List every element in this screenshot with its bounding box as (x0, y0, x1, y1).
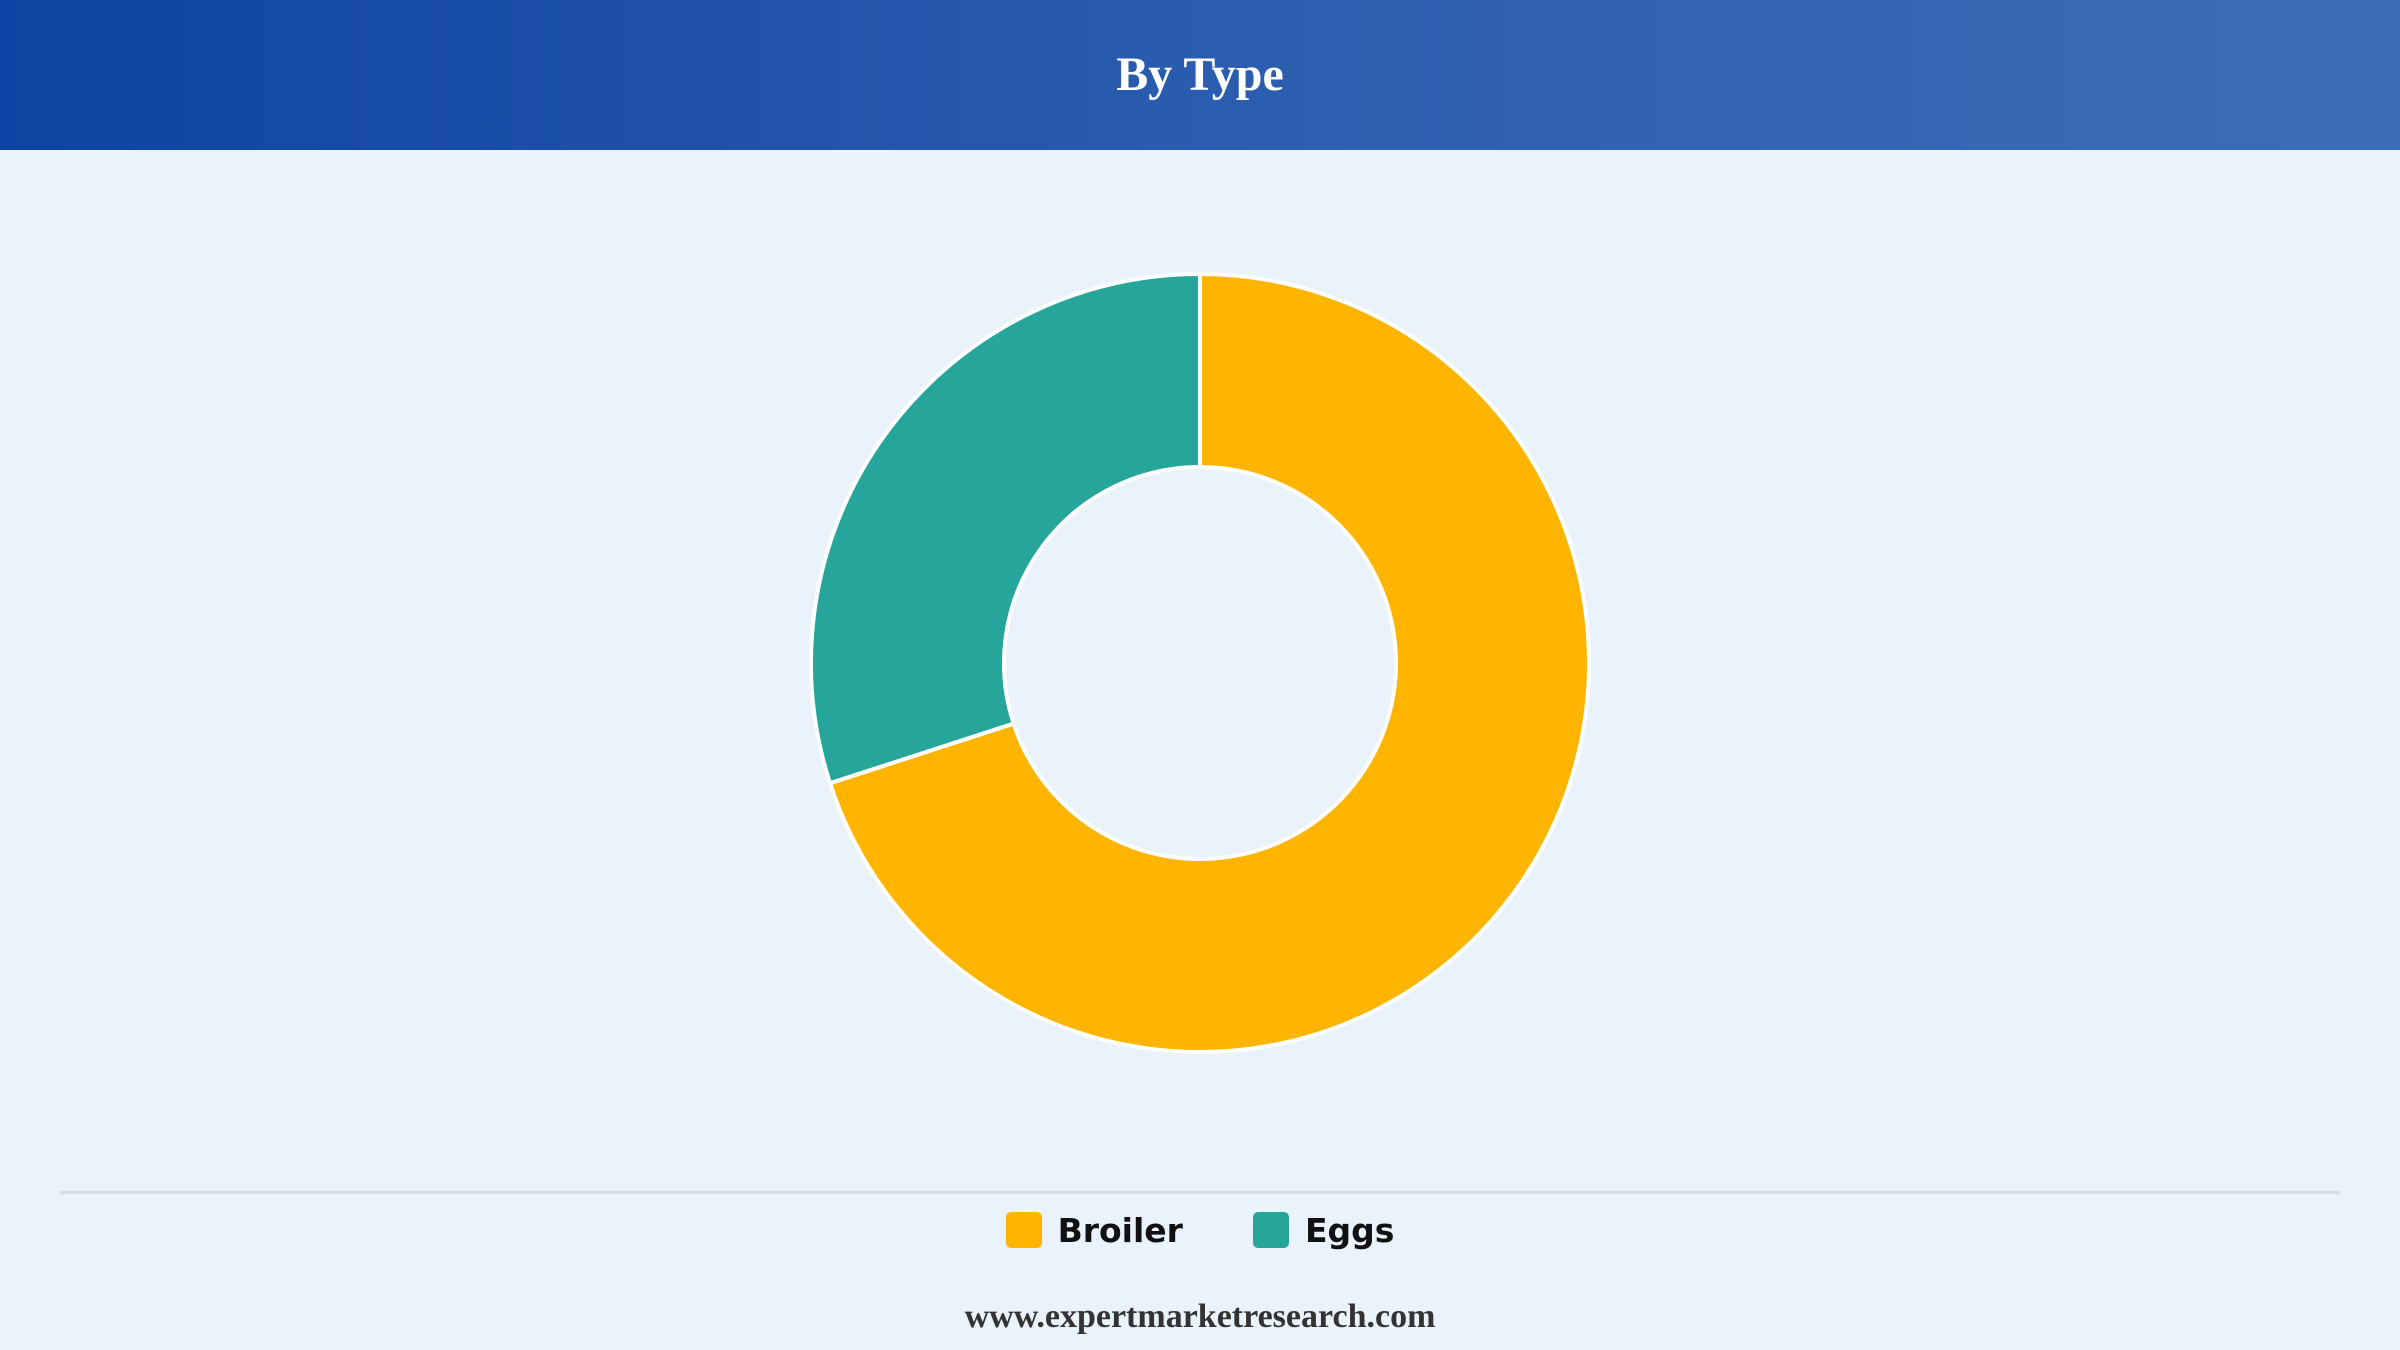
donut-chart (809, 272, 1591, 1054)
legend-label-broiler: Broiler (1057, 1210, 1183, 1250)
legend: Broiler Eggs (0, 1208, 2400, 1252)
chart-title: By Type (1116, 48, 1284, 101)
legend-swatch-broiler (1005, 1212, 1042, 1248)
legend-swatch-eggs (1252, 1212, 1289, 1248)
slice-eggs[interactable] (809, 272, 1202, 786)
legend-item-broiler[interactable]: Broiler (1005, 1210, 1183, 1250)
legend-divider (60, 1191, 2340, 1194)
header-banner: By Type (0, 0, 2400, 150)
slice-broiler[interactable] (828, 272, 1591, 1054)
chart-area (0, 150, 2400, 1190)
source-footer: www.expertmarketresearch.com (964, 1298, 1436, 1335)
legend-label-eggs: Eggs (1304, 1210, 1395, 1250)
legend-item-eggs[interactable]: Eggs (1252, 1210, 1395, 1250)
